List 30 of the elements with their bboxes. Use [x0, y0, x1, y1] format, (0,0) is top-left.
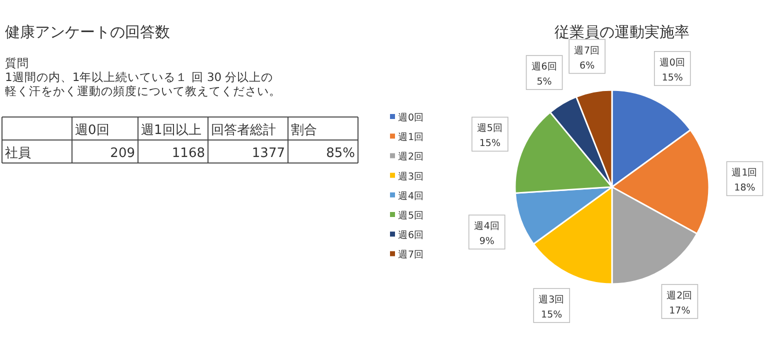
text: 質問 — [5, 56, 29, 70]
legend-label: 週4回 — [398, 190, 424, 202]
slice-label: 週5回 — [476, 123, 503, 134]
legend-label: 週7回 — [398, 250, 424, 261]
slice-label: 週1回 — [732, 168, 758, 179]
legend-label: 週5回 — [398, 210, 424, 222]
slice-label: 週7回 — [574, 45, 600, 56]
legend-label: 週3回 — [398, 171, 424, 182]
category-label: 週1回以上 — [141, 123, 202, 138]
text: 1週間の内、1年以上続いている１ 回 30 分以上の — [5, 70, 274, 84]
category-label: 週0回 — [75, 123, 110, 138]
category-label: 社員 — [5, 146, 31, 161]
text: 健康アンケートの回答数 — [5, 23, 170, 41]
text: 85% — [326, 146, 355, 161]
legend-label: 週2回 — [398, 152, 424, 163]
text: 軽く汗をかく運動の頻度について教えてください。 — [5, 84, 281, 98]
slice-label: 週3回 — [538, 294, 565, 306]
legend-label: 週6回 — [398, 230, 424, 242]
legend-label: 週1回 — [398, 132, 424, 144]
slice-label: 週4回 — [474, 221, 500, 232]
slice-label: 週0回 — [659, 57, 686, 68]
legend-label: 週0回 — [398, 112, 424, 124]
slice-label: 週2回 — [666, 290, 693, 302]
category-label: 回答者総計 — [211, 123, 276, 138]
slice-label: 週6回 — [531, 62, 558, 73]
text: 1377 — [252, 146, 285, 161]
category-label: 割合 — [291, 123, 317, 138]
text: 209 — [110, 146, 135, 161]
chart-title: 従業員の運動実施率 — [554, 23, 690, 41]
text: 1168 — [172, 146, 205, 161]
